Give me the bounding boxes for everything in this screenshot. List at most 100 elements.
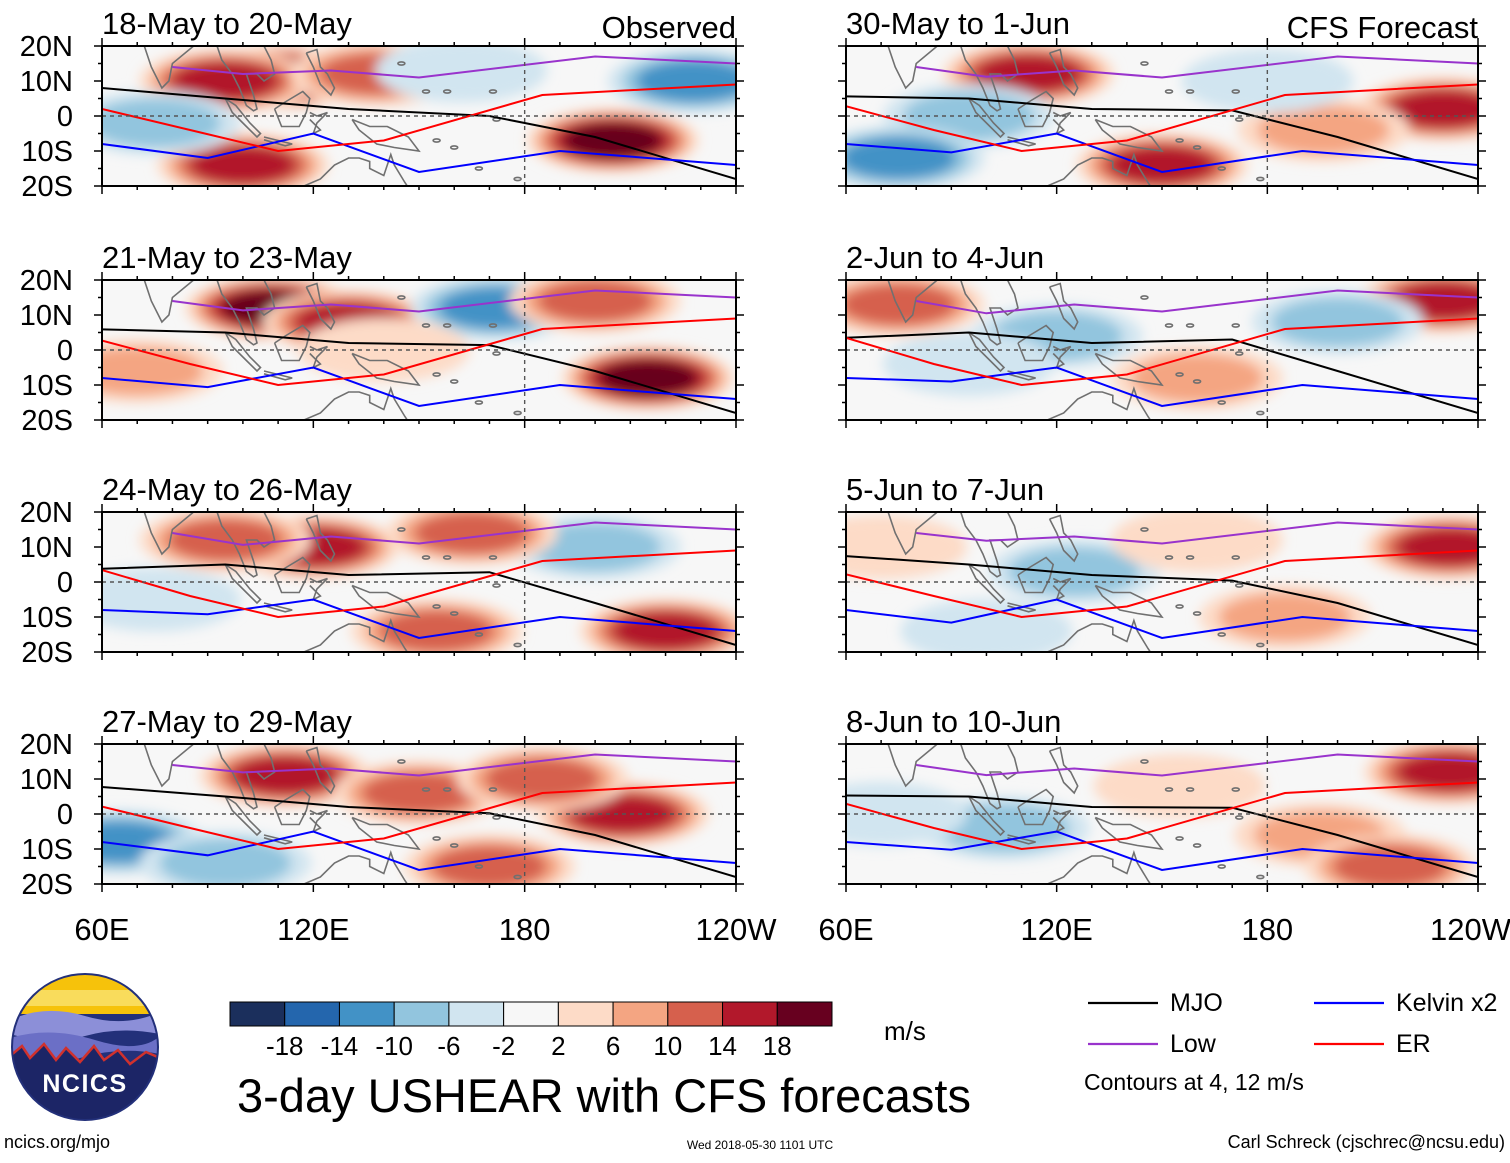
anomaly-mark <box>1397 753 1478 791</box>
colorbar-swatch <box>393 1001 450 1027</box>
y-tick-label: 20S <box>21 869 73 901</box>
timestamp: Wed 2018-05-30 1101 UTC <box>687 1138 834 1152</box>
contour-line <box>102 87 736 180</box>
contour-line <box>846 331 1478 414</box>
y-tick-label: 0 <box>57 101 73 133</box>
ncics-logo: NCICS <box>11 973 159 1121</box>
y-tick-label: 20N <box>20 729 73 761</box>
y-tick-label: 20S <box>21 637 73 669</box>
panel: 2-Jun to 4-Jun <box>838 240 1486 428</box>
anomaly-mark <box>233 756 338 795</box>
anomaly-mark <box>846 283 956 326</box>
site-link[interactable]: ncics.org/mjo <box>4 1132 110 1152</box>
contour-line <box>916 521 1478 545</box>
panel: 27-May to 29-May <box>94 704 744 892</box>
colorbar-swatch <box>612 1001 669 1027</box>
colorbar-swatch <box>667 1001 724 1027</box>
y-tick-label: 10N <box>20 66 73 98</box>
y-tick-label: 10S <box>21 834 73 866</box>
panels-layer: 18-May to 20-May 21-May to 23-May 24-May t… <box>94 6 1486 892</box>
y-tick-label: 10S <box>21 136 73 168</box>
contour-line <box>102 366 736 408</box>
contours-note: Contours at 4, 12 m/s <box>1084 1069 1304 1095</box>
colorbar-label: -14 <box>321 1031 359 1061</box>
column-label-observed: Observed <box>602 10 736 45</box>
contour-line <box>846 781 1478 851</box>
tick-labels-layer: 20N10N010S20S20N10N010S20S20N10N010S20S2… <box>20 31 1510 947</box>
contour-line <box>102 317 736 387</box>
contour-line <box>846 83 1478 153</box>
colorbar-swatch <box>338 1001 395 1027</box>
coastlines <box>142 280 522 420</box>
y-tick-label: 20S <box>21 171 73 203</box>
units-label: m/s <box>884 1016 926 1046</box>
panel-title: 30-May to 1-Jun <box>846 6 1070 41</box>
contour-line <box>102 598 736 640</box>
anomaly-mark <box>1131 353 1264 403</box>
y-tick-label: 10S <box>21 370 73 402</box>
panel: 5-Jun to 7-Jun <box>838 472 1486 660</box>
anomaly-mark <box>636 60 736 102</box>
anomaly-mark <box>1397 528 1478 566</box>
contour-line <box>102 328 736 414</box>
x-tick-label: 180 <box>499 912 551 947</box>
contour-line <box>102 563 736 646</box>
legend-label: Kelvin x2 <box>1396 989 1497 1017</box>
author-credit: Carl Schreck (cjschrec@ncsu.edu) <box>1228 1132 1505 1152</box>
anomaly-mark <box>414 512 529 554</box>
y-tick-label: 0 <box>57 567 73 599</box>
colorbar-label: -18 <box>266 1031 304 1061</box>
contour-line <box>102 830 736 872</box>
anomaly-mark <box>613 612 718 650</box>
y-tick-label: 20N <box>20 31 73 63</box>
contour-line <box>846 132 1478 174</box>
contour-line <box>916 289 1478 315</box>
y-tick-label: 10N <box>20 532 73 564</box>
colorbar-swatch <box>776 1001 833 1027</box>
panel: 18-May to 20-May <box>94 6 744 194</box>
colorbar-swatch <box>503 1001 559 1027</box>
anomaly-mark <box>1008 547 1141 596</box>
colorbar-swatch <box>229 1001 286 1027</box>
panel: 21-May to 23-May <box>94 240 744 428</box>
colorbar-label: 18 <box>763 1031 792 1061</box>
colorbar: -18 -14 -10 -6 -2 2 6 10 14 18 <box>229 1001 833 1061</box>
colorbar-label: -10 <box>375 1031 413 1061</box>
colorbar-label: 2 <box>551 1031 565 1061</box>
panel-title: 5-Jun to 7-Jun <box>846 472 1044 507</box>
panel-title: 24-May to 26-May <box>102 472 352 507</box>
colorbar-swatch <box>448 1001 505 1027</box>
panel-title: 8-Jun to 10-Jun <box>846 704 1061 739</box>
colorbar-label: -2 <box>492 1031 515 1061</box>
colorbar-label: 6 <box>606 1031 620 1061</box>
anomaly-mark <box>102 346 204 396</box>
contour-line <box>846 555 1478 646</box>
anomaly-mark <box>485 758 600 800</box>
y-tick-label: 10S <box>21 602 73 634</box>
y-tick-label: 0 <box>57 335 73 367</box>
y-tick-label: 20S <box>21 405 73 437</box>
column-label-forecast: CFS Forecast <box>1287 10 1479 45</box>
contour-line <box>172 753 736 777</box>
panel: 24-May to 26-May <box>94 472 744 660</box>
panel-title: 27-May to 29-May <box>102 704 352 739</box>
legend-label: Low <box>1170 1030 1217 1058</box>
y-tick-label: 20N <box>20 497 73 529</box>
colorbar-label: 14 <box>708 1031 737 1061</box>
contour-line <box>172 521 736 546</box>
anomaly-mark <box>1111 512 1284 572</box>
y-tick-label: 20N <box>20 265 73 297</box>
x-tick-label: 120W <box>696 912 778 947</box>
anomaly-mark <box>1218 592 1351 642</box>
panel-title: 2-Jun to 4-Jun <box>846 240 1044 275</box>
coastlines <box>886 512 1265 652</box>
anomaly-mark <box>1093 754 1266 818</box>
contour-line <box>846 95 1478 180</box>
panel-title: 21-May to 23-May <box>102 240 352 275</box>
contour-line <box>846 830 1478 872</box>
colorbar-label: -6 <box>437 1031 460 1061</box>
anomaly-mark <box>102 567 241 632</box>
anomaly-mark <box>846 782 968 846</box>
anomaly-mark <box>599 360 697 396</box>
